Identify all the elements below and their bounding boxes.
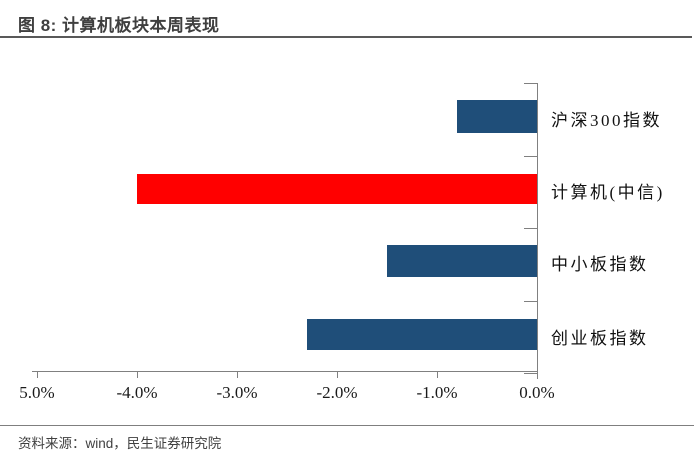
figure-title: 图 8: 计算机板块本周表现 [18, 16, 220, 35]
x-tick-label: -2.0% [316, 383, 358, 402]
value-axis-tick [437, 371, 438, 378]
category-axis-line [537, 83, 538, 379]
category-label: 沪深300指数 [551, 110, 662, 130]
x-tick-label: -1.0% [416, 383, 458, 402]
category-tick [524, 373, 537, 374]
value-axis-tick [37, 371, 38, 378]
bar-沪深300指数 [457, 100, 537, 133]
value-axis-tick [137, 371, 138, 378]
x-tick-label: 5.0% [19, 383, 55, 402]
bar-中小板指数 [387, 245, 537, 277]
footer-rule [0, 425, 694, 426]
x-tick-label: -4.0% [116, 383, 158, 402]
category-tick [524, 83, 537, 84]
bar-chart: 沪深300指数 计算机(中信) 中小板指数创业板指数 5.0% -4.0% -3.0% -… [0, 60, 700, 410]
value-axis-line [32, 371, 538, 372]
category-tick [524, 228, 537, 229]
bar-计算机(中信) [137, 174, 537, 204]
value-axis-tick [337, 371, 338, 378]
bar-创业板指数 [307, 319, 537, 350]
category-tick [524, 155, 537, 157]
category-label: 计算机(中信) [551, 183, 665, 202]
title-underline [0, 36, 692, 38]
x-tick-label: -3.0% [216, 383, 258, 402]
category-tick [524, 300, 537, 302]
value-axis-tick [237, 371, 238, 378]
x-tick-label: 0.0% [519, 383, 555, 402]
category-label: 中小板指数 [551, 255, 649, 274]
value-axis-tick [537, 371, 538, 378]
source-note: 资料来源：wind，民生证券研究院 [18, 436, 222, 451]
category-label: 创业板指数 [551, 328, 649, 348]
